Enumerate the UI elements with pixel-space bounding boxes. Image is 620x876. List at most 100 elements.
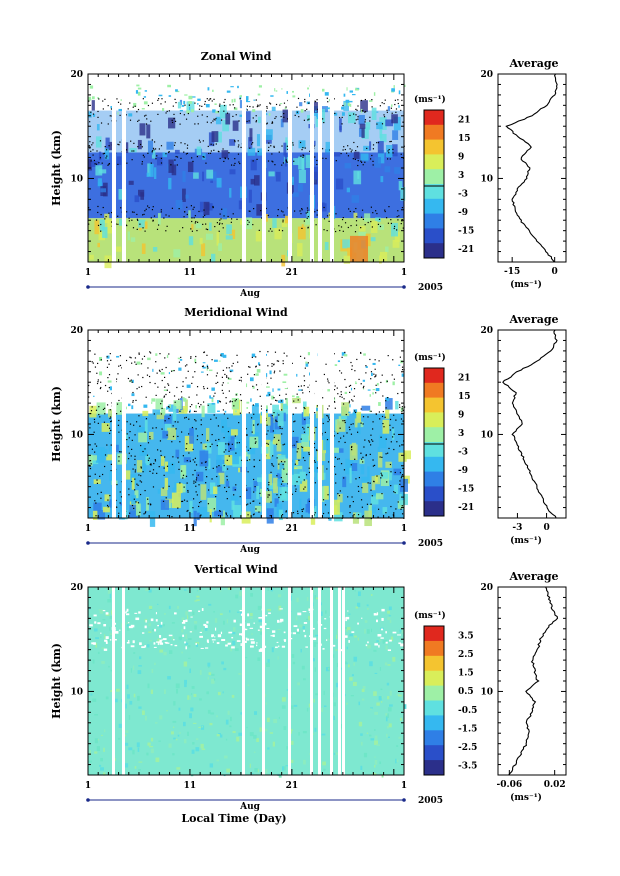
contour-dot: [276, 360, 278, 362]
wind-patch: [361, 698, 365, 701]
wind-patch: [142, 710, 145, 716]
contour-dot: [270, 403, 272, 405]
data-gap: [342, 587, 345, 775]
wind-patch: [281, 88, 283, 90]
contour-dot: [341, 356, 343, 358]
profile-unit: (ms⁻¹): [510, 279, 542, 290]
contour-dot: [218, 400, 221, 402]
contour-dot: [259, 395, 261, 397]
wind-patch: [232, 640, 236, 645]
contour-dot: [149, 352, 152, 354]
wind-patch: [108, 665, 110, 668]
contour-dot: [109, 416, 112, 418]
contour-dot: [254, 442, 257, 444]
contour-dot: [99, 157, 102, 159]
wind-patch: [334, 364, 338, 367]
contour-dot: [254, 438, 256, 440]
data-gap: [376, 612, 379, 616]
contour-dot: [282, 162, 285, 164]
wind-patch: [89, 254, 94, 260]
data-gap: [114, 638, 117, 641]
contour-dot: [131, 439, 133, 441]
contour-dot: [347, 145, 349, 147]
contour-dot: [271, 230, 273, 232]
contour-dot: [153, 215, 156, 217]
contour-dot: [282, 221, 284, 223]
contour-dot: [298, 116, 300, 118]
wind-patch: [291, 436, 299, 449]
wind-patch: [223, 620, 225, 625]
contour-dot: [226, 479, 228, 481]
contour-dot: [134, 105, 136, 107]
contour-dot: [97, 205, 99, 208]
wind-patch: [348, 411, 351, 414]
wind-patch: [206, 367, 208, 371]
contour-dot: [216, 222, 219, 224]
contour-dot: [219, 105, 221, 107]
wind-patch: [320, 203, 327, 212]
contour-dot: [119, 491, 121, 493]
contour-dot: [235, 114, 237, 116]
wind-patch: [384, 639, 388, 644]
wind-patch: [353, 170, 362, 185]
contour-dot: [293, 160, 295, 162]
contour-dot: [200, 514, 202, 516]
wind-patch: [196, 599, 200, 602]
contour-dot: [338, 225, 340, 227]
wind-patch: [133, 693, 136, 698]
wind-patch: [94, 713, 98, 716]
contour-dot: [395, 108, 398, 110]
contour-dot: [247, 514, 249, 516]
wind-patch: [341, 106, 344, 110]
data-gap: [288, 587, 291, 775]
contour-dot: [212, 467, 214, 469]
wind-patch: [401, 373, 405, 377]
wind-patch: [323, 768, 326, 771]
contour-dot: [306, 217, 308, 219]
wind-patch: [97, 97, 99, 99]
contour-dot: [146, 454, 149, 456]
contour-dot: [333, 98, 335, 100]
wind-patch: [95, 136, 102, 148]
wind-patch: [89, 750, 91, 756]
contour-dot: [234, 162, 236, 165]
contour-dot: [360, 227, 362, 229]
wind-patch: [390, 636, 394, 642]
wind-patch: [225, 738, 228, 741]
wind-patch: [384, 662, 388, 666]
wind-patch: [368, 734, 372, 737]
wind-patch: [220, 590, 222, 592]
contour-dot: [178, 461, 180, 463]
contour-dot: [360, 383, 362, 385]
contour-dot: [321, 148, 324, 150]
wind-patch: [292, 192, 299, 197]
wind-patch: [248, 137, 253, 149]
wind-patch: [307, 87, 309, 90]
wind-patch: [339, 125, 342, 133]
contour-dot: [116, 483, 118, 486]
y-tick-label: 20: [70, 70, 83, 80]
wind-patch: [129, 147, 137, 153]
wind-patch: [162, 623, 165, 627]
wind-patch: [144, 420, 148, 433]
data-gap: [141, 646, 145, 649]
contour-dot: [187, 370, 189, 372]
contour-dot: [193, 206, 195, 208]
data-gap: [377, 634, 382, 637]
wind-patch: [335, 697, 337, 700]
wind-patch: [386, 144, 393, 158]
data-gap: [231, 646, 235, 649]
wind-patch: [388, 723, 392, 728]
contour-dot: [100, 213, 102, 216]
x-tick-label: 1: [85, 268, 91, 278]
contour-dot: [131, 362, 133, 364]
contour-dot: [195, 410, 197, 413]
contour-dot: [377, 508, 380, 510]
contour-dot: [106, 404, 109, 406]
contour-dot: [205, 228, 207, 230]
wind-patch: [134, 195, 140, 203]
contour-dot: [147, 442, 150, 444]
wind-patch: [227, 710, 230, 715]
contour-dot: [156, 449, 159, 451]
contour-dot: [353, 514, 355, 516]
